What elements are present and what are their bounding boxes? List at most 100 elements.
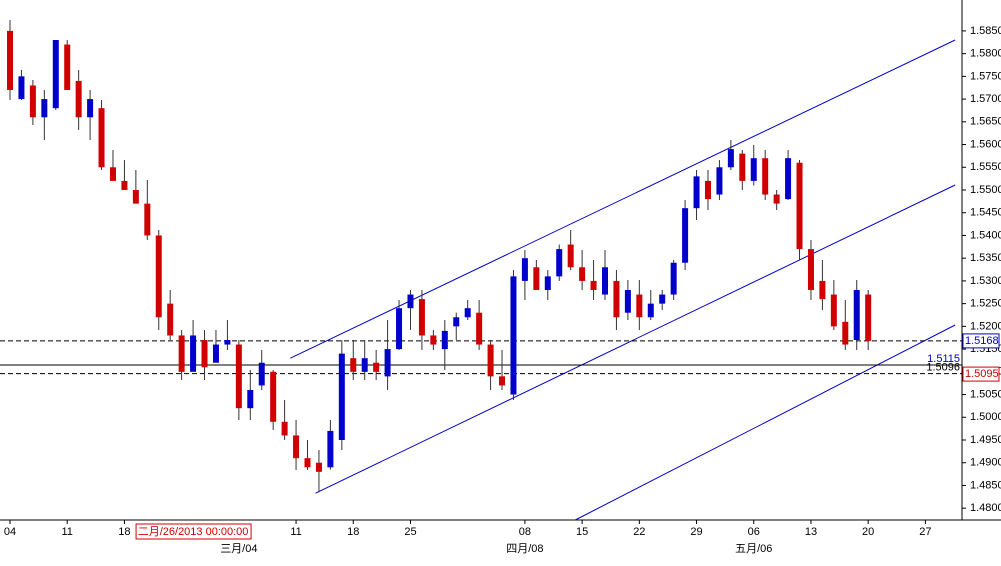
candle-body	[75, 80, 82, 118]
candle-body	[579, 267, 586, 281]
candle-body	[533, 267, 540, 290]
candle-body	[407, 294, 414, 309]
candle-body	[750, 158, 757, 181]
x-tick-label: 11	[290, 526, 301, 538]
y-tick-label: 1.5400	[970, 229, 1001, 241]
price-tag	[962, 366, 1000, 382]
candle-body	[602, 267, 609, 295]
candle-body	[396, 308, 403, 350]
y-tick-label: 1.5050	[970, 388, 1001, 400]
candle-body	[338, 353, 345, 440]
y-tick-label: 1.4800	[970, 502, 1001, 514]
x-tick-label: 11	[62, 526, 73, 538]
candle-body	[29, 85, 36, 118]
candle-body	[109, 167, 116, 181]
candle-body	[190, 335, 197, 372]
candle-body	[785, 158, 792, 200]
candle-body	[350, 358, 357, 372]
candle-body	[201, 340, 208, 368]
x-tick-label: 15	[576, 526, 588, 538]
candle-body	[693, 176, 700, 209]
candle-body	[807, 249, 814, 290]
x-tick-label: 29	[690, 526, 702, 538]
y-tick-label: 1.5550	[970, 161, 1001, 173]
candle-body	[773, 194, 780, 204]
candle-body	[132, 190, 139, 204]
y-tick-label: 1.5850	[970, 25, 1001, 37]
candle-body	[670, 262, 677, 295]
y-tick-label: 1.5250	[970, 298, 1001, 310]
candle-body	[567, 244, 574, 268]
candle-body	[487, 344, 494, 377]
candle-body	[98, 108, 105, 168]
candle-body	[819, 280, 826, 300]
x-tick-label: 20	[862, 526, 874, 538]
candle-body	[613, 280, 620, 318]
candle-body	[293, 435, 300, 459]
candle-body	[178, 335, 185, 372]
month-label: 四月/08	[506, 543, 543, 555]
candle-body	[716, 167, 723, 195]
y-tick-label: 1.5750	[970, 70, 1001, 82]
candle-body	[453, 317, 460, 327]
candle-body	[796, 162, 803, 250]
candle-body	[41, 99, 48, 118]
candle-body	[315, 462, 322, 472]
candle-body	[361, 358, 368, 372]
candle-body	[7, 30, 14, 91]
month-label: 五月/06	[735, 543, 772, 555]
candle-body	[704, 180, 711, 200]
candle-body	[727, 149, 734, 168]
candle-body	[659, 294, 666, 304]
level-label: 1.5115	[927, 353, 960, 365]
candle-body	[281, 421, 288, 436]
candle-body	[739, 153, 746, 181]
y-tick-label: 1.5300	[970, 275, 1001, 287]
candle-body	[510, 276, 517, 395]
candle-body	[18, 76, 25, 100]
candle-body	[647, 303, 654, 318]
candle-body	[499, 376, 506, 386]
y-tick-label: 1.5700	[970, 93, 1001, 105]
y-tick-label: 1.5000	[970, 411, 1001, 423]
x-tick-label: 18	[118, 526, 130, 538]
candle-body	[636, 294, 643, 318]
candle-body	[64, 44, 71, 90]
candle-body	[327, 430, 334, 468]
price-label: 1.5095	[965, 368, 999, 380]
candle-body	[624, 290, 631, 313]
candle-body	[682, 208, 689, 263]
cursor-label: 二月/26/2013 00:00:00	[138, 526, 249, 538]
candle-body	[853, 290, 860, 340]
trend-line	[290, 39, 956, 359]
candle-body	[556, 249, 563, 277]
candle-body	[464, 308, 471, 318]
candle-body	[247, 390, 254, 409]
y-tick-label: 1.4950	[970, 434, 1001, 446]
candle-body	[212, 344, 219, 363]
x-tick-label: 25	[404, 526, 416, 538]
y-tick-label: 1.5650	[970, 116, 1001, 128]
candle-body	[258, 362, 265, 386]
candle-body	[430, 335, 437, 345]
candle-body	[167, 303, 174, 336]
candle-body	[441, 330, 448, 350]
month-label: 三月/04	[220, 543, 257, 555]
candle-body	[373, 362, 380, 372]
candle-body	[144, 203, 151, 236]
y-tick-label: 1.5800	[970, 48, 1001, 60]
y-tick-label: 1.5350	[970, 252, 1001, 264]
y-tick-label: 1.4850	[970, 479, 1001, 491]
x-tick-label: 18	[347, 526, 359, 538]
candle-body	[842, 321, 849, 345]
candle-body	[384, 349, 391, 377]
candle-body	[235, 344, 242, 409]
y-tick-label: 1.5500	[970, 184, 1001, 196]
level-label: 1.5096	[926, 362, 960, 374]
x-tick-label: 13	[805, 526, 817, 538]
candle-body	[304, 458, 311, 468]
candle-body	[418, 299, 425, 336]
